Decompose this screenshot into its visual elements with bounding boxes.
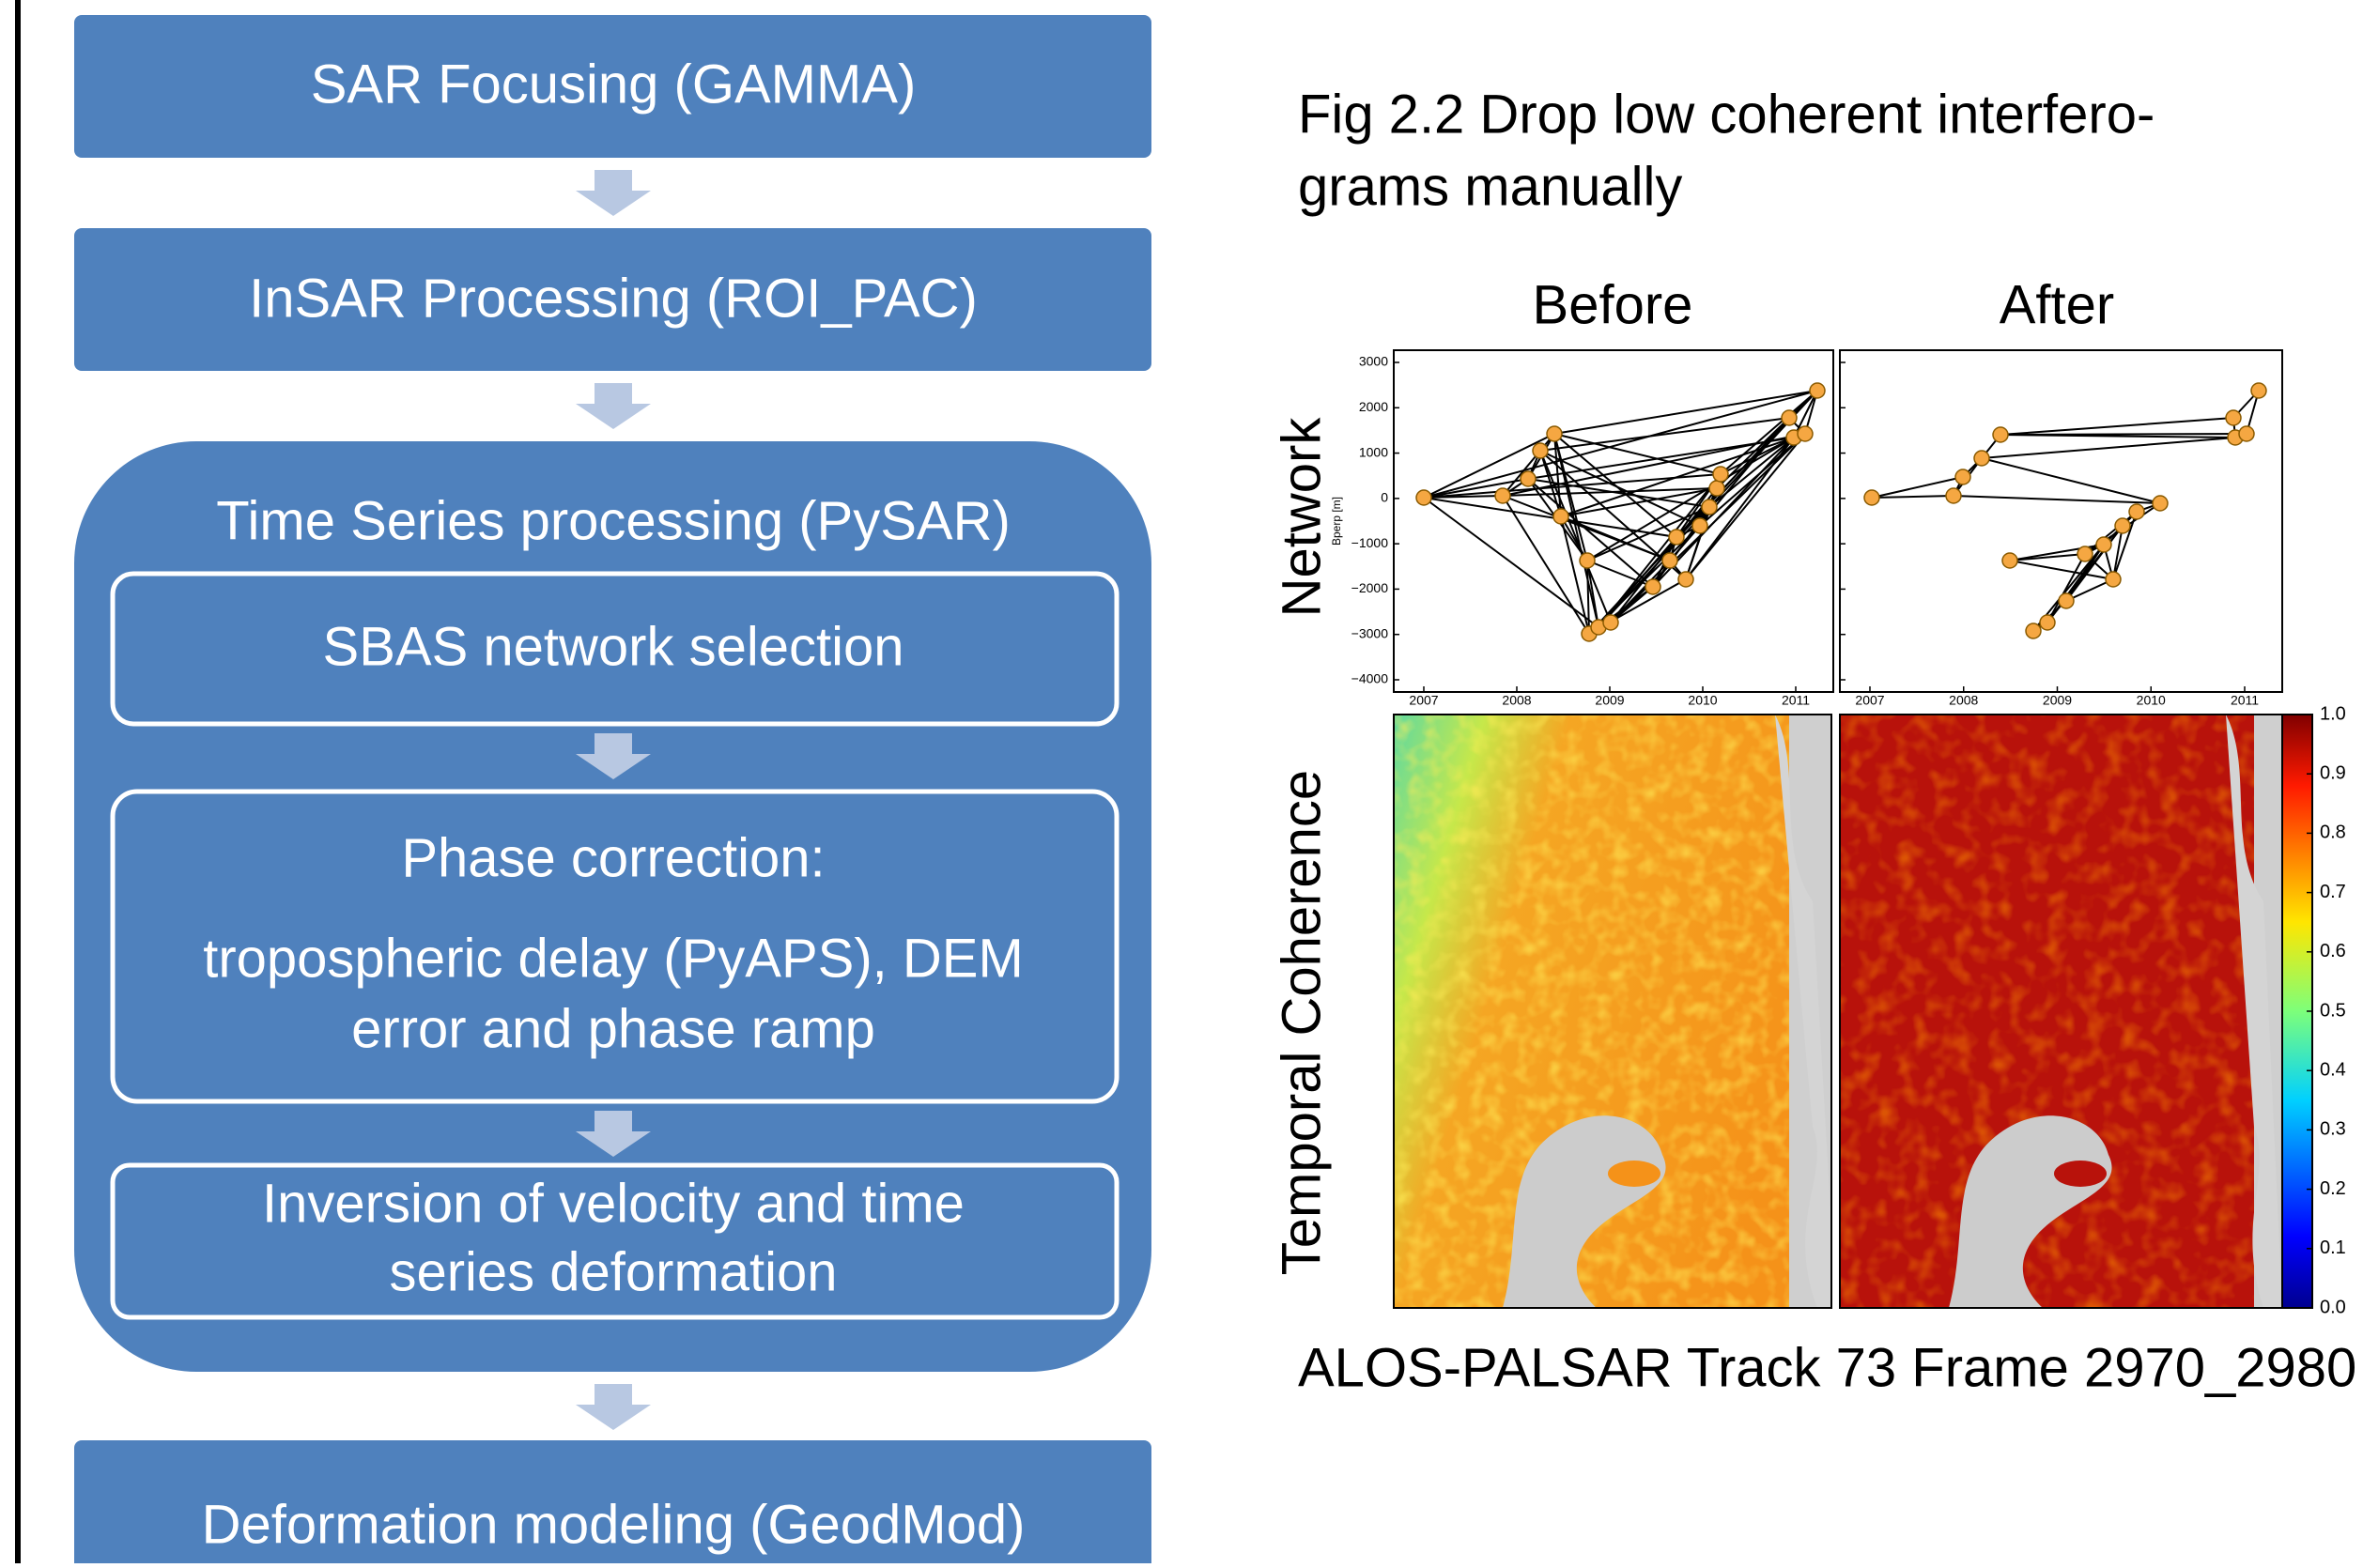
network-node (1810, 383, 1825, 398)
figure-caption: Fig 2.2 Drop low coherent interfero- (1298, 84, 2154, 145)
network-node (2106, 572, 2121, 587)
colorbar-tick-label: 0.2 (2320, 1178, 2346, 1199)
step-label: Deformation modeling (GeodMod) (202, 1494, 1026, 1555)
network-node (2077, 546, 2093, 561)
substep-label: error and phase ramp (351, 998, 875, 1059)
network-node (1955, 469, 1970, 484)
colorbar-tick-label: 1.0 (2320, 703, 2346, 724)
network-node (2040, 615, 2055, 630)
step-label: SAR Focusing (GAMMA) (311, 54, 917, 115)
network-node (2115, 518, 2130, 533)
network-node (1553, 509, 1568, 524)
y-tick-label: −4000 (1351, 671, 1389, 686)
network-node (1864, 490, 1879, 505)
network-node (1974, 451, 1989, 466)
colorbar-tick-label: 0.5 (2320, 1000, 2346, 1021)
colorbar-tick-label: 0.9 (2320, 762, 2346, 783)
y-tick-label: 3000 (1359, 354, 1388, 369)
y-tick-label: −3000 (1351, 625, 1389, 640)
x-tick-label: 2011 (1782, 693, 1810, 708)
substep-label: Inversion of velocity and time (262, 1173, 965, 1234)
row-title: Network (1271, 417, 1332, 618)
substep-label: SBAS network selection (323, 616, 904, 677)
substep-label: tropospheric delay (PyAPS), DEM (203, 928, 1024, 989)
colorbar-tick-label: 0.0 (2320, 1297, 2346, 1317)
column-title: Before (1533, 274, 1693, 335)
x-tick-label: 2007 (1855, 693, 1884, 708)
network-node (1669, 530, 1684, 545)
network-node (2096, 537, 2111, 552)
network-node (1495, 488, 1510, 503)
network-node (1603, 615, 1618, 630)
network-node (2251, 383, 2266, 398)
step-label: InSAR Processing (ROI_PAC) (249, 268, 978, 329)
network-node (2059, 593, 2074, 608)
network-node (1702, 500, 1717, 515)
network-node (2153, 496, 2168, 511)
colorbar-tick-label: 0.3 (2320, 1119, 2346, 1140)
x-tick-label: 2009 (2043, 693, 2072, 708)
network-node (1678, 572, 1693, 587)
network-panel (1840, 350, 2282, 692)
colorbar-tick-label: 0.7 (2320, 882, 2346, 902)
colorbar-tick-label: 0.4 (2320, 1059, 2346, 1080)
network-node (1645, 579, 1660, 594)
network-node (1713, 467, 1728, 482)
y-tick-label: −1000 (1351, 535, 1389, 550)
x-tick-label: 2008 (1502, 693, 1531, 708)
substep-label: Phase correction: (401, 827, 825, 888)
flow-arrow (576, 1384, 651, 1430)
group-title: Time Series processing (PySAR) (216, 490, 1011, 551)
network-node (1533, 443, 1548, 458)
y-tick-label: 1000 (1359, 444, 1388, 459)
network-edge (2000, 434, 2247, 435)
network-node (1662, 553, 1677, 568)
colorbar-tick-label: 0.8 (2320, 822, 2346, 843)
coherence-map (1394, 715, 1836, 1308)
network-node (1709, 481, 1724, 496)
x-tick-label: 2010 (2137, 693, 2166, 708)
network-node (2129, 504, 2144, 519)
flow-arrow (576, 383, 651, 429)
column-title: After (2000, 274, 2115, 335)
x-tick-label: 2011 (2231, 693, 2259, 708)
x-tick-label: 2009 (1595, 693, 1624, 708)
colorbar-tick-label: 0.1 (2320, 1237, 2346, 1258)
flow-arrow (576, 170, 651, 216)
y-tick-label: 0 (1381, 490, 1388, 505)
network-node (2239, 426, 2254, 441)
axis-label: Bperp [m] (1330, 497, 1343, 546)
network-node (1798, 426, 1813, 441)
page: SAR Focusing (GAMMA) InSAR Processing (R… (0, 0, 2363, 1563)
y-tick-label: 2000 (1359, 399, 1388, 414)
substep-label: series deformation (389, 1241, 837, 1302)
network-node (1692, 518, 1707, 533)
network-node (1521, 471, 1536, 486)
network-node (1416, 490, 1431, 505)
network-node (1993, 427, 2008, 442)
network-node (2026, 623, 2041, 638)
network-node (1547, 426, 1562, 441)
figure-footer: ALOS-PALSAR Track 73 Frame 2970_2980 (1298, 1337, 2356, 1398)
network-node (2226, 410, 2241, 425)
x-tick-label: 2008 (1949, 693, 1978, 708)
network-node (1946, 488, 1961, 503)
x-tick-label: 2010 (1688, 693, 1717, 708)
network-node (1580, 553, 1595, 568)
figure-caption: grams manually (1298, 156, 1682, 217)
coherence-map (1840, 715, 2282, 1308)
network-panel (1394, 350, 1833, 692)
x-tick-label: 2007 (1409, 693, 1438, 708)
network-node (2002, 553, 2017, 568)
colorbar-tick-label: 0.6 (2320, 941, 2346, 961)
row-title: Temporal Coherence (1271, 770, 1332, 1275)
network-node (1782, 410, 1797, 425)
y-tick-label: −2000 (1351, 580, 1389, 595)
